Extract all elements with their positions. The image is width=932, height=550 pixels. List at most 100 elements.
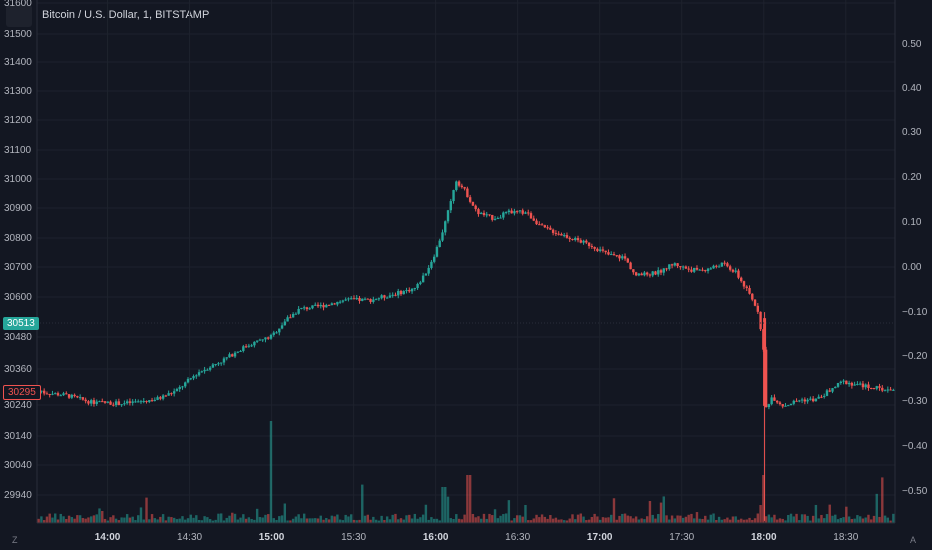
candle-body bbox=[773, 397, 776, 401]
volume-bar bbox=[352, 519, 356, 523]
volume-bar bbox=[717, 516, 721, 523]
right-axis-tick: 0.50 bbox=[902, 39, 922, 50]
candle-body bbox=[51, 393, 54, 395]
right-axis-tick: −0.30 bbox=[902, 396, 928, 407]
volume-bar bbox=[645, 516, 649, 523]
candle-body bbox=[850, 382, 854, 386]
candle-body bbox=[460, 185, 464, 188]
volume-bar bbox=[294, 516, 298, 523]
candle-body bbox=[278, 328, 281, 333]
candle-body bbox=[546, 227, 549, 229]
right-axis-tick: −0.50 bbox=[902, 486, 928, 497]
volume-bar bbox=[562, 520, 566, 523]
volume-bar bbox=[513, 518, 516, 523]
candle-body bbox=[499, 217, 502, 219]
volume-bar bbox=[302, 513, 306, 523]
log-scale-toggle[interactable]: Z bbox=[12, 535, 18, 545]
auto-scale-toggle[interactable]: A bbox=[910, 535, 917, 545]
candle-body bbox=[825, 390, 829, 396]
candle-body bbox=[795, 400, 798, 402]
candle-body bbox=[681, 266, 685, 268]
candle-body bbox=[726, 263, 729, 267]
candle-body bbox=[441, 232, 444, 241]
candle-body bbox=[308, 308, 311, 310]
candle-body bbox=[430, 261, 433, 268]
candle-body bbox=[507, 210, 511, 213]
volume-bar bbox=[507, 500, 511, 523]
volume-bar bbox=[341, 520, 345, 523]
candle-body bbox=[220, 362, 223, 364]
right-axis-tick: −0.20 bbox=[902, 351, 928, 362]
candle-body bbox=[137, 401, 140, 403]
volume-bar bbox=[723, 519, 726, 523]
volume-bar bbox=[621, 513, 624, 523]
candle-body bbox=[261, 339, 264, 341]
candle-body bbox=[770, 397, 773, 405]
volume-bar bbox=[114, 518, 118, 523]
candle-body bbox=[748, 288, 751, 294]
symbol-logo[interactable] bbox=[6, 5, 32, 27]
candle-body bbox=[347, 298, 350, 300]
volume-bar bbox=[820, 514, 823, 523]
candle-body bbox=[629, 262, 632, 270]
candle-body bbox=[870, 388, 873, 390]
candle-body bbox=[449, 201, 452, 211]
volume-bar bbox=[283, 503, 287, 523]
candle-body bbox=[607, 252, 610, 255]
volume-bar bbox=[870, 519, 873, 523]
volume-bar bbox=[350, 514, 353, 523]
candle-body bbox=[161, 395, 165, 399]
candle-body bbox=[618, 255, 621, 259]
time-axis-tick: 14:30 bbox=[177, 532, 202, 543]
volume-bar bbox=[715, 519, 718, 523]
left-axis-tick: 31200 bbox=[4, 115, 32, 126]
time-axis-tick: 18:30 bbox=[833, 532, 858, 543]
candle-body bbox=[579, 240, 582, 243]
candle-body bbox=[524, 212, 527, 214]
volume-bar bbox=[264, 514, 267, 523]
candle-body bbox=[543, 225, 547, 228]
candle-body bbox=[858, 383, 862, 385]
candle-body bbox=[244, 346, 248, 348]
left-axis-tick: 30240 bbox=[4, 400, 32, 411]
volume-bar bbox=[460, 519, 464, 523]
volume-bar bbox=[311, 518, 314, 523]
candle-body bbox=[886, 389, 890, 391]
right-axis-tick: 0.20 bbox=[902, 172, 922, 183]
volume-bar bbox=[668, 519, 671, 523]
volume-bar bbox=[319, 515, 322, 523]
candle-body bbox=[408, 289, 411, 292]
candle-body bbox=[452, 190, 455, 202]
candle-body bbox=[814, 398, 818, 402]
candle-body bbox=[397, 290, 400, 296]
volume-bar bbox=[690, 513, 693, 523]
volume-bar bbox=[175, 519, 179, 523]
candle-body bbox=[170, 393, 173, 395]
volume-bar bbox=[814, 504, 818, 523]
candle-body bbox=[413, 288, 417, 290]
candle-body bbox=[374, 299, 378, 301]
volume-bar bbox=[784, 520, 787, 523]
volume-bar bbox=[358, 519, 361, 523]
candle-body bbox=[731, 269, 735, 272]
time-axis-tick: 15:00 bbox=[259, 532, 285, 543]
candle-body bbox=[554, 232, 558, 234]
volume-bar bbox=[831, 515, 834, 523]
candle-body bbox=[203, 369, 206, 372]
volume-bar bbox=[767, 514, 771, 523]
left-axis-tick: 30040 bbox=[4, 460, 32, 471]
volume-bar bbox=[300, 518, 303, 523]
candle-body bbox=[438, 240, 441, 247]
candle-body bbox=[56, 393, 60, 396]
volume-bar bbox=[679, 515, 682, 523]
candle-body bbox=[828, 390, 831, 392]
volume-bar bbox=[148, 519, 151, 523]
candle-body bbox=[468, 197, 472, 202]
candle-body bbox=[233, 352, 237, 357]
candle-body bbox=[764, 349, 768, 408]
volume-bar bbox=[261, 517, 264, 523]
candle-body bbox=[92, 400, 96, 404]
candle-body bbox=[861, 383, 865, 388]
volume-bar bbox=[106, 520, 109, 523]
